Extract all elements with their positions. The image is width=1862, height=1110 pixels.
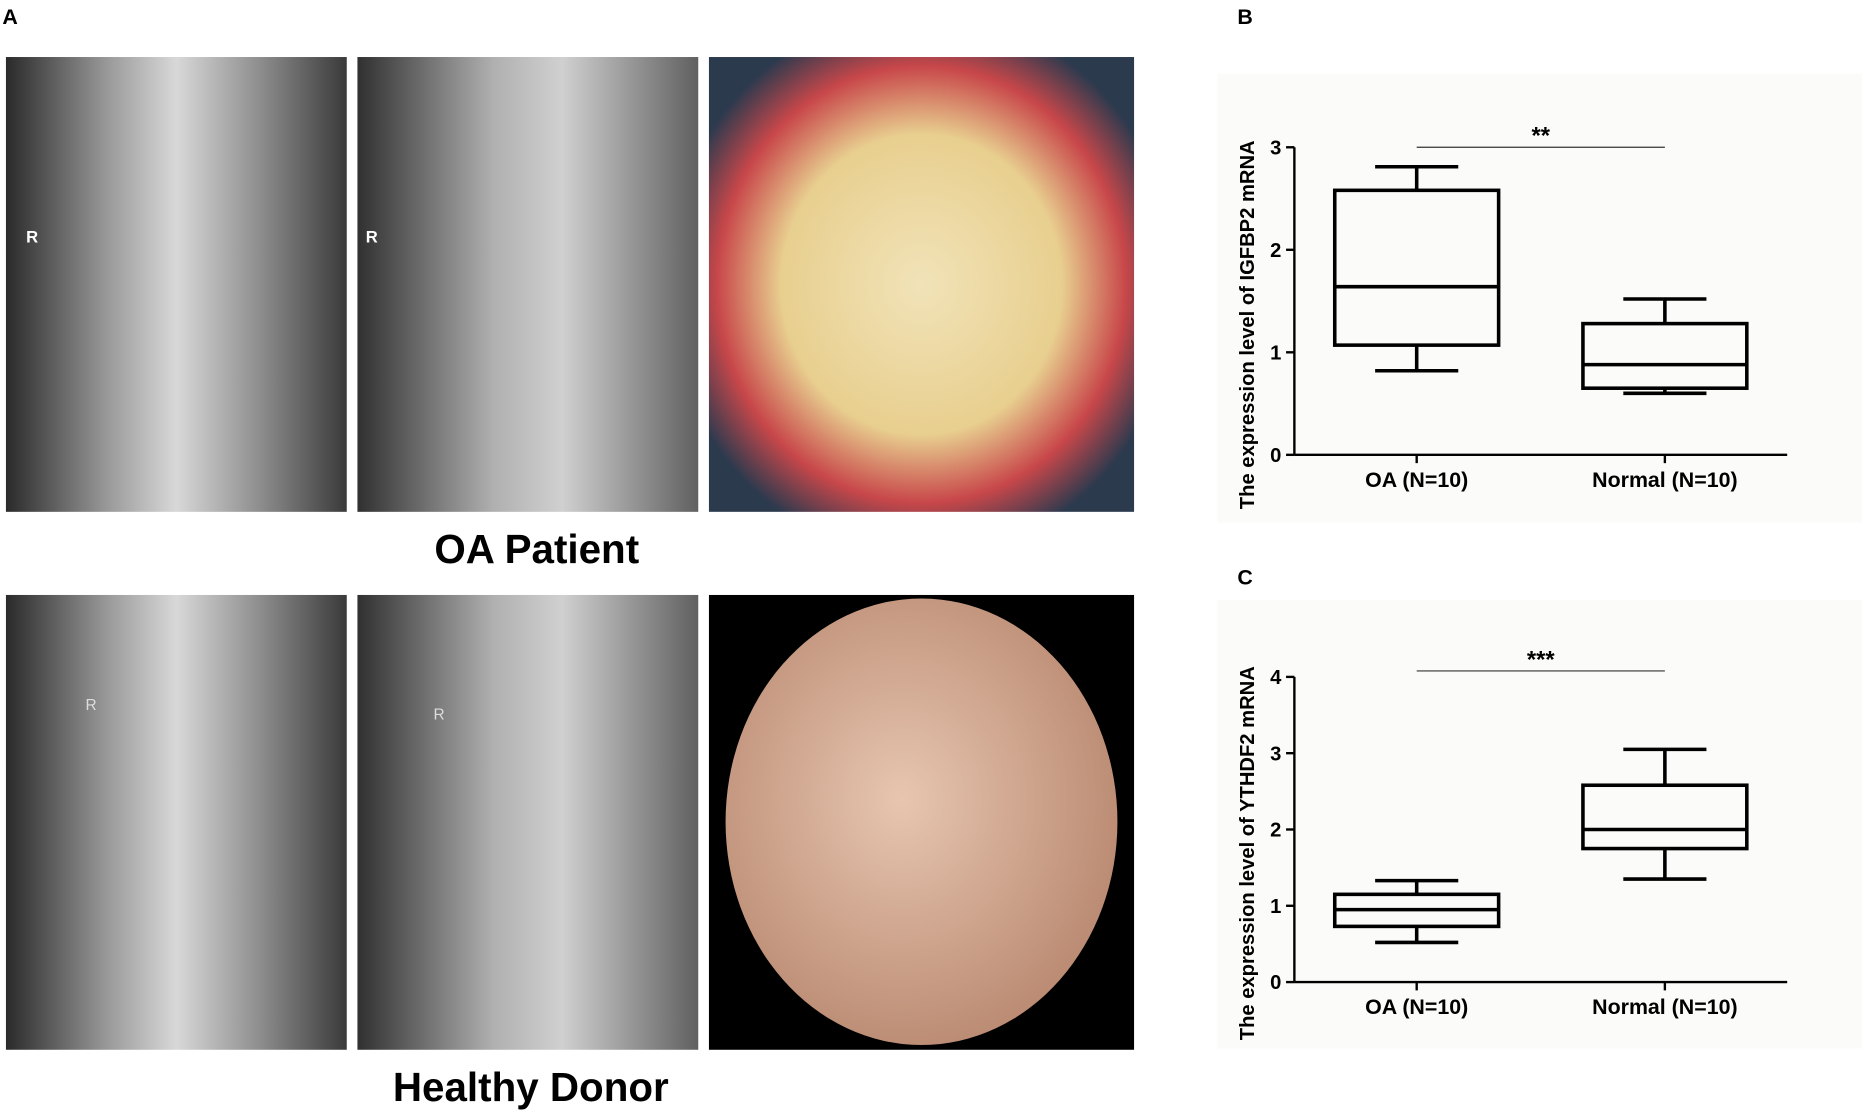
y-tick-label: 0 (1270, 445, 1281, 467)
significance: ** (1532, 123, 1551, 150)
xray-photo (5, 57, 347, 512)
surgical-photo (708, 57, 1135, 512)
xray-photo (357, 594, 699, 1050)
x-tick-label: Normal (N=10) (1592, 468, 1737, 492)
y-axis-label: The expression level of YTHDF2 mRNA (1237, 666, 1259, 1040)
caption: Healthy Donor (393, 1064, 669, 1110)
xray-marker: R (86, 697, 97, 714)
y-axis-label: The expression level of IGFBP2 mRNA (1237, 140, 1259, 509)
y-tick-label: 2 (1270, 820, 1281, 842)
xray-marker: R (366, 227, 378, 246)
panel-label: A (2, 5, 17, 29)
xray-marker: R (433, 707, 444, 724)
caption: OA Patient (434, 526, 639, 572)
xray-marker: R (26, 227, 38, 246)
y-tick-label: 4 (1270, 667, 1282, 689)
panel-label: B (1237, 5, 1252, 29)
y-tick-label: 2 (1270, 240, 1281, 262)
y-tick-label: 3 (1270, 743, 1281, 765)
box (1581, 783, 1749, 851)
arthroscopy-view (725, 598, 1118, 1046)
x-tick-label: Normal (N=10) (1592, 995, 1737, 1019)
y-tick-label: 0 (1270, 972, 1281, 994)
box (1332, 188, 1501, 347)
panel-bg (1217, 599, 1862, 1049)
x-tick-label: OA (N=10) (1365, 468, 1468, 492)
significance: *** (1527, 646, 1555, 673)
x-tick-label: OA (N=10) (1365, 995, 1468, 1019)
y-tick-label: 1 (1270, 896, 1281, 918)
y-tick-label: 3 (1270, 137, 1281, 159)
box (1581, 321, 1749, 390)
panel-bg (1217, 73, 1862, 523)
xray-photo (357, 57, 699, 512)
y-tick-label: 1 (1270, 342, 1281, 364)
xray-photo (5, 594, 347, 1050)
panel-label: C (1237, 565, 1252, 589)
